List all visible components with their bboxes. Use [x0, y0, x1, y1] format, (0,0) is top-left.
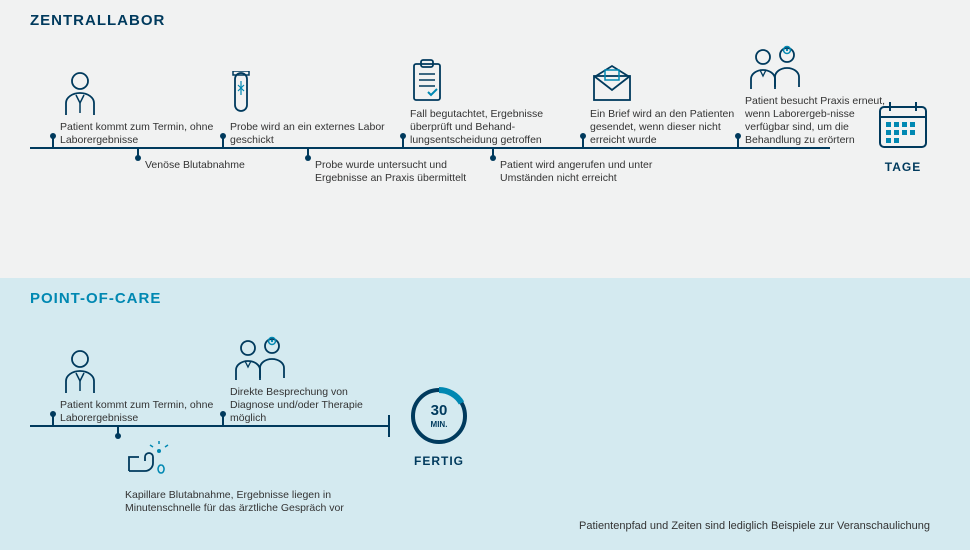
poc-title: POINT-OF-CARE [30, 290, 940, 307]
patient-icon [60, 69, 215, 117]
finger-icon [125, 441, 405, 489]
done-label: FERTIG [410, 454, 468, 468]
svg-text:MIN.: MIN. [431, 420, 448, 429]
timeline-dot [135, 155, 141, 161]
timeline-step: Ein Brief wird an den Patienten gesendet… [590, 56, 745, 147]
timeline-step: Kapillare Blutabnahme, Ergebnisse liegen… [125, 437, 405, 515]
timeline-dot [115, 433, 121, 439]
envelope-icon [590, 56, 745, 104]
step-text: Patient kommt zum Termin, ohne Laborerge… [60, 399, 215, 425]
patient-doctor-icon [745, 43, 900, 91]
tube-icon [230, 69, 385, 117]
zentrallabor-timeline: Patient kommt zum Termin, ohne Laborerge… [30, 37, 940, 247]
zentrallabor-section: ZENTRALLABOR Patient kommt zum Termin, o… [0, 0, 970, 278]
timeline-end-days: TAGE [876, 97, 930, 174]
zentrallabor-title: ZENTRALLABOR [30, 12, 940, 29]
patient-doctor-icon [230, 334, 385, 382]
clipboard-icon [410, 56, 565, 104]
step-text: Kapillare Blutabnahme, Ergebnisse liegen… [125, 489, 405, 515]
timeline-dot [735, 133, 741, 139]
timeline-dot [580, 133, 586, 139]
step-text: Fall begutachtet, Ergebnisse überprüft u… [410, 108, 565, 147]
step-text: Patient wird angerufen und unter Umständ… [500, 159, 655, 185]
timeline-step: Fall begutachtet, Ergebnisse überprüft u… [410, 56, 565, 147]
step-text: Ein Brief wird an den Patienten gesendet… [590, 108, 745, 147]
step-text: Venöse Blutabnahme [145, 159, 300, 172]
timeline-dot [305, 155, 311, 161]
timeline-dot [490, 155, 496, 161]
timeline-dot [220, 411, 226, 417]
timeline-dot [220, 133, 226, 139]
timeline-step: Patient kommt zum Termin, ohne Laborerge… [60, 347, 215, 425]
timeline-dot [50, 411, 56, 417]
step-text: Probe wurde untersucht und Ergebnisse an… [315, 159, 470, 185]
footnote: Patientenpfad und Zeiten sind lediglich … [579, 520, 930, 532]
timeline-dot [400, 133, 406, 139]
done-badge: 30 MIN. FERTIG [410, 387, 468, 468]
timeline-step: Probe wird an ein externes Labor geschic… [230, 69, 385, 147]
timeline-step: Patient kommt zum Termin, ohne Laborerge… [60, 69, 215, 147]
calendar-icon [876, 97, 930, 151]
poc-timeline: Patient kommt zum Termin, ohne Laborerge… [30, 315, 940, 525]
timeline-dot [50, 133, 56, 139]
svg-text:30: 30 [431, 402, 448, 419]
step-text: Probe wird an ein externes Labor geschic… [230, 121, 385, 147]
poc-end-tick [388, 415, 390, 437]
timeline-step: Patient wird angerufen und unter Umständ… [500, 159, 655, 185]
timeline-step: Direkte Besprechung von Diagnose und/ode… [230, 334, 385, 425]
step-text: Patient kommt zum Termin, ohne Laborerge… [60, 121, 215, 147]
timeline-step: Venöse Blutabnahme [145, 159, 300, 172]
point-of-care-section: POINT-OF-CARE Patient kommt zum Termin, … [0, 278, 970, 550]
timeline-step: Probe wurde untersucht und Ergebnisse an… [315, 159, 470, 185]
poc-axis [30, 425, 390, 427]
clock-icon: 30 MIN. [410, 387, 468, 445]
step-text: Direkte Besprechung von Diagnose und/ode… [230, 386, 385, 425]
timeline-axis [30, 147, 830, 149]
days-label: TAGE [876, 160, 930, 174]
patient-icon [60, 347, 215, 395]
